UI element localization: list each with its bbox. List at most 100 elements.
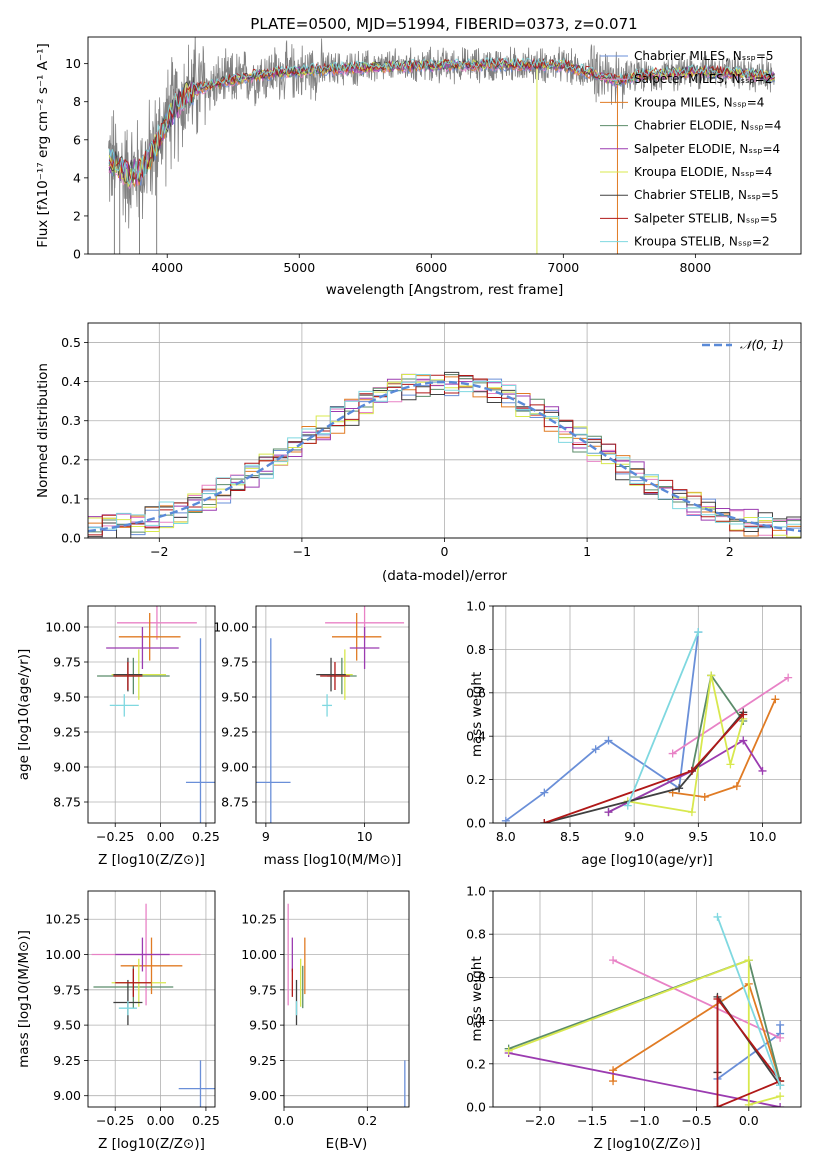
y-axis-label: mass [log10(M/M⊙)] <box>16 930 32 1068</box>
y-tick-label: 9.75 <box>53 655 81 670</box>
weight-marker-krou_stelib <box>713 912 722 921</box>
y-tick-label: 9.25 <box>53 1053 81 1068</box>
y-tick-label: 9.25 <box>53 725 81 740</box>
y-tick-label: 9.25 <box>249 1053 277 1068</box>
weight-marker-salp_elodie <box>739 736 748 745</box>
y-tick-label: 9.50 <box>53 690 81 705</box>
y-tick-label: 0.4 <box>466 729 486 744</box>
x-tick-label: −1 <box>293 544 311 559</box>
axes-frame <box>87 605 216 824</box>
x-tick-label: −0.25 <box>96 829 134 844</box>
y-tick-label: 9.25 <box>221 725 249 740</box>
y-tick-label: 9.50 <box>221 690 249 705</box>
x-tick-label: 8.0 <box>496 829 516 844</box>
x-tick-label: 0.2 <box>357 1113 377 1128</box>
legend-label: Kroupa STELIB, Nₛₛₚ=2 <box>634 235 770 249</box>
normal-distribution-curve <box>88 380 801 533</box>
weight-marker-chab_miles <box>540 788 549 797</box>
spectrum-panel: 4000 5000 6000 7000 8000 0 2 4 6 8 10 wavelength [A… <box>35 36 802 298</box>
y-axis-label: Flux [fλ10⁻¹⁷ erg cm⁻² s⁻¹ A⁻¹] <box>35 43 51 248</box>
y-tick-label: 1.0 <box>466 884 486 899</box>
y-tick-label: 0.4 <box>466 1013 486 1028</box>
weight-marker-krou_elodie <box>687 808 696 817</box>
weight-vs-age-panel: 8.0 8.5 9.0 9.5 10.0 0.0 0.2 0.4 0.6 0.8 1.0 age [l… <box>466 599 802 868</box>
x-tick-label: 7000 <box>547 260 579 275</box>
x-tick-label: 0.0 <box>739 1113 759 1128</box>
x-tick-label: −0.5 <box>681 1113 711 1128</box>
axes-frame <box>492 890 802 1108</box>
weight-marker-chab_miles <box>776 1020 785 1029</box>
x-tick-label: 0.0 <box>274 1113 294 1128</box>
weight-marker-salp_elodie <box>776 1103 785 1107</box>
y-tick-label: 9.75 <box>221 655 249 670</box>
weight-marker-krou_stelib <box>776 1081 785 1090</box>
y-tick-label: 9.50 <box>249 1018 277 1033</box>
x-tick-label: 5000 <box>283 260 315 275</box>
y-tick-label: 10.00 <box>213 620 249 635</box>
weight-line-krou_miles <box>672 698 777 798</box>
legend-label: Salpeter STELIB, Nₛₛₚ=5 <box>634 211 778 225</box>
y-tick-label: 0.6 <box>466 685 486 700</box>
y-tick-label: 8 <box>73 94 81 109</box>
x-axis-label: age [log10(age/yr)] <box>581 852 713 868</box>
legend-label: Kroupa ELODIE, Nₛₛₚ=4 <box>634 165 772 179</box>
axes-frame <box>492 605 802 824</box>
y-tick-label: 8.75 <box>53 795 81 810</box>
weight-marker-salp_elodie <box>604 808 613 817</box>
weight-marker-salp_stelib <box>687 766 696 775</box>
y-axis-label: age [log10(age/yr)] <box>16 649 32 781</box>
x-tick-label: 0.25 <box>192 1113 220 1128</box>
legend-label: Salpeter ELODIE, Nₛₛₚ=4 <box>634 142 780 156</box>
weight-marker-krou_miles <box>700 792 709 801</box>
x-tick-label: 8000 <box>679 260 711 275</box>
y-tick-label: 0.1 <box>61 491 81 506</box>
x-axis-label: Z [log10(Z/Z⊙)] <box>98 1136 205 1152</box>
weight-marker-krou_stelib <box>694 628 703 637</box>
y-tick-label: 2 <box>73 208 81 223</box>
x-axis-label: Z [log10(Z/Z⊙)] <box>594 1136 701 1152</box>
plot-area <box>256 606 405 823</box>
weight-line-krou_stelib <box>716 916 781 1086</box>
x-tick-label: −2 <box>150 544 168 559</box>
plot-area <box>97 606 215 823</box>
weight-line-krou_miles <box>612 982 781 1082</box>
y-tick-label: 0.0 <box>466 816 486 831</box>
age-vs-z-panel: −0.25 0.00 0.25 8.75 9.00 9.25 9.50 9.75 10.00 Z … <box>16 605 220 868</box>
weight-vs-z-panel: −2.0 −1.5 −1.0 −0.5 0.0 0.0 0.2 0.4 0.6 0.8 1.0 Z [… <box>466 884 802 1152</box>
y-tick-label: 0.8 <box>466 642 486 657</box>
weight-line-krou_stelib <box>626 631 700 806</box>
weight-marker-salp_elodie <box>758 766 767 775</box>
x-tick-label: 0.00 <box>147 829 175 844</box>
x-tick-label: 10 <box>357 829 373 844</box>
y-tick-label: 9.00 <box>249 1088 277 1103</box>
weight-marker-krou_miles <box>771 695 780 704</box>
legend-label: Chabrier ELODIE, Nₛₛₚ=4 <box>634 119 781 133</box>
weight-marker-salp_stelib <box>713 995 722 1003</box>
plot-area <box>91 903 215 1107</box>
axes-frame <box>87 890 216 1108</box>
x-axis-label: Z [log10(Z/Z⊙)] <box>98 852 205 868</box>
axes-frame <box>87 322 802 539</box>
x-tick-label: −1.5 <box>577 1113 607 1128</box>
axes-frame <box>255 605 410 824</box>
weight-marker-krou_elodie <box>744 956 753 965</box>
y-tick-label: 0.4 <box>61 374 81 389</box>
weight-marker-krou_elodie <box>776 1092 785 1101</box>
legend-label: Chabrier STELIB, Nₛₛₚ=5 <box>634 188 779 202</box>
mass-vs-z-panel: −0.25 0.00 0.25 9.00 9.25 9.50 9.75 10.00 10.25 Z… <box>16 890 220 1152</box>
y-axis-label: Normed distribution <box>35 363 51 498</box>
weight-line-salp_stelib <box>544 713 744 823</box>
weight-line-salp_stelib <box>716 996 782 1107</box>
plot-area <box>287 903 406 1107</box>
legend-label: Salpeter MILES, Nₛₛₚ=2 <box>634 72 772 86</box>
weight-marker-salp_stelib <box>713 1103 722 1107</box>
weight-line-chab_miles <box>505 631 700 822</box>
y-tick-label: 0.0 <box>466 1100 486 1115</box>
x-tick-label: 2 <box>726 544 734 559</box>
y-tick-label: 0.3 <box>61 413 81 428</box>
y-tick-label: 8.75 <box>221 795 249 810</box>
y-tick-label: 9.75 <box>53 982 81 997</box>
y-tick-label: 9.00 <box>53 760 81 775</box>
weight-marker-chab_stelib <box>675 784 684 793</box>
x-tick-label: −0.25 <box>96 1113 134 1128</box>
